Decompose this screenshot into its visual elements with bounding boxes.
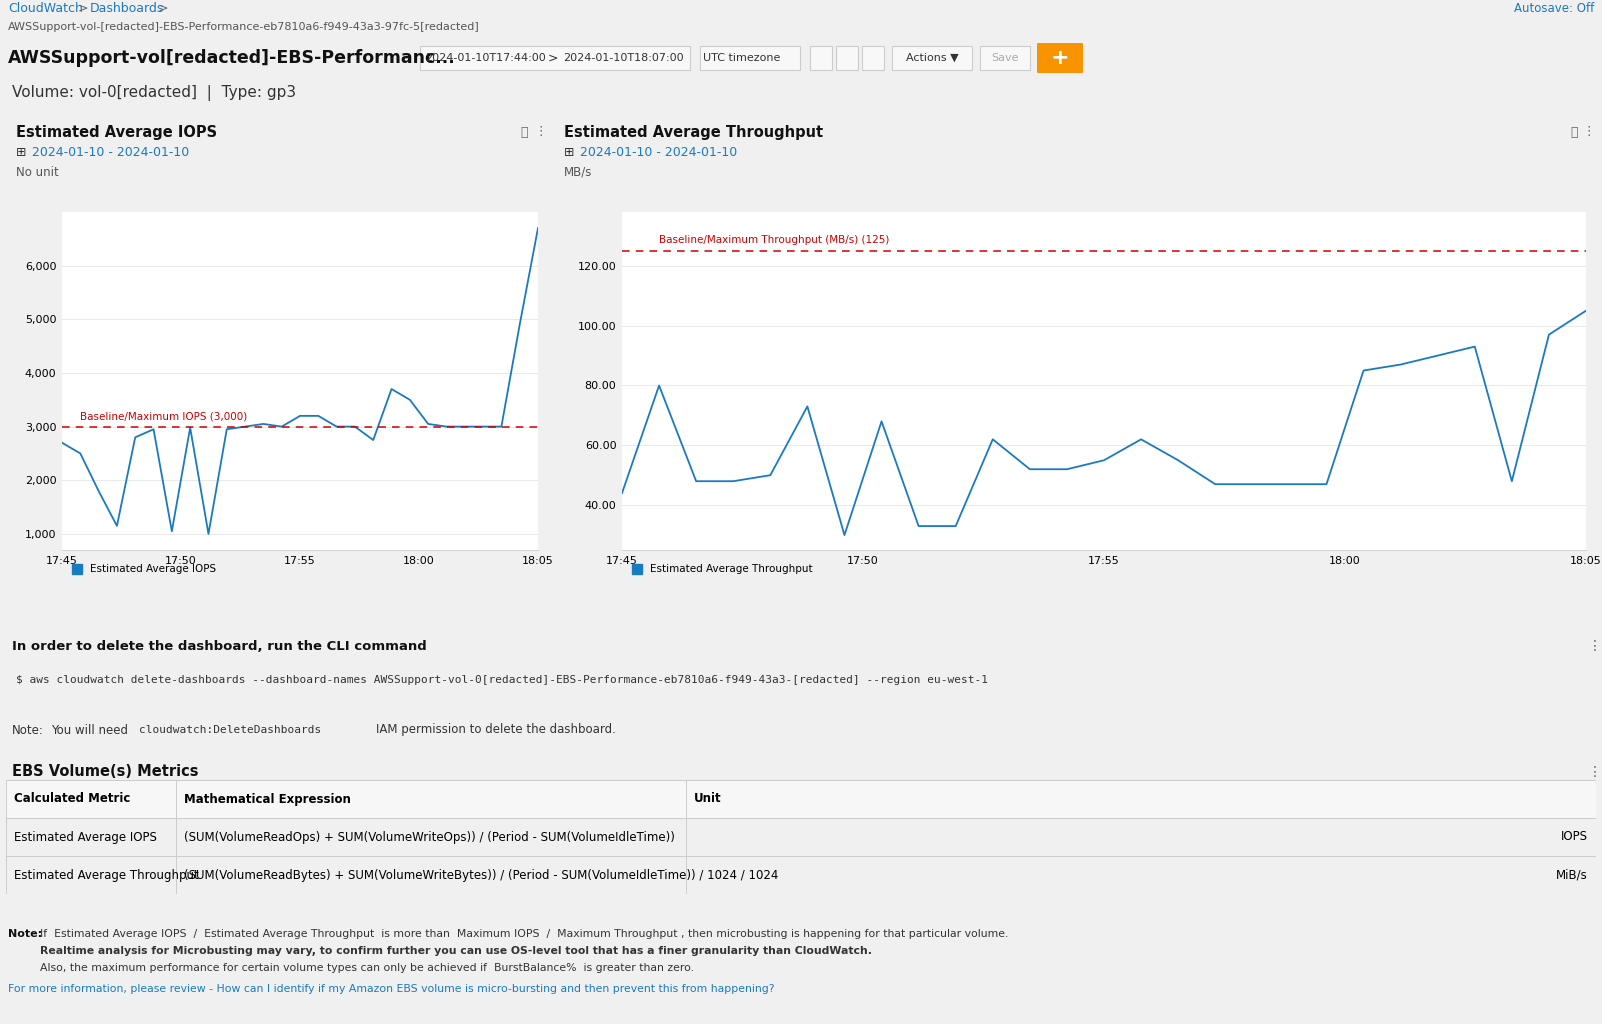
Text: Baseline/Maximum Throughput (MB/s) (125): Baseline/Maximum Throughput (MB/s) (125) xyxy=(658,236,889,246)
Text: In order to delete the dashboard, run the CLI command: In order to delete the dashboard, run th… xyxy=(11,640,426,652)
Text: (SUM(VolumeReadBytes) + SUM(VolumeWriteBytes)) / (Period - SUM(VolumeIdleTime)) : (SUM(VolumeReadBytes) + SUM(VolumeWriteB… xyxy=(184,868,779,882)
Text: Estimated Average IOPS: Estimated Average IOPS xyxy=(16,125,218,139)
Text: For more information, please review - How can I identify if my Amazon EBS volume: For more information, please review - Ho… xyxy=(8,984,774,994)
Text: ⓘ: ⓘ xyxy=(1570,126,1578,138)
Text: 2024-01-10 - 2024-01-10: 2024-01-10 - 2024-01-10 xyxy=(580,145,737,159)
Text: ⊞: ⊞ xyxy=(564,145,575,159)
Text: 2024-01-10T17:44:00: 2024-01-10T17:44:00 xyxy=(425,53,546,63)
Text: (SUM(VolumeReadOps) + SUM(VolumeWriteOps)) / (Period - SUM(VolumeIdleTime)): (SUM(VolumeReadOps) + SUM(VolumeWriteOps… xyxy=(184,830,674,844)
Legend: Estimated Average IOPS: Estimated Average IOPS xyxy=(67,560,221,579)
Text: AWSSupport-vol[redacted]-EBS-Performanc...: AWSSupport-vol[redacted]-EBS-Performanc.… xyxy=(8,49,455,67)
Text: No unit: No unit xyxy=(16,166,59,178)
Text: AWSSupport-vol-[redacted]-EBS-Performance-eb7810a6-f949-43a3-97fc-5[redacted]: AWSSupport-vol-[redacted]-EBS-Performanc… xyxy=(8,22,479,32)
Text: IOPS: IOPS xyxy=(1560,830,1588,844)
Text: Save: Save xyxy=(992,53,1019,63)
Text: Calculated Metric: Calculated Metric xyxy=(14,793,130,806)
Text: IAM permission to delete the dashboard.: IAM permission to delete the dashboard. xyxy=(376,724,615,736)
Bar xyxy=(811,46,831,70)
Text: Estimated Average Throughput: Estimated Average Throughput xyxy=(14,868,199,882)
Text: Actions ▼: Actions ▼ xyxy=(905,53,958,63)
Text: $ aws cloudwatch delete-dashboards --dashboard-names AWSSupport-vol-0[redacted]-: $ aws cloudwatch delete-dashboards --das… xyxy=(16,675,987,685)
Text: cloudwatch:DeleteDashboards: cloudwatch:DeleteDashboards xyxy=(139,725,322,735)
FancyBboxPatch shape xyxy=(1036,43,1083,73)
Text: ⋮: ⋮ xyxy=(1588,639,1602,653)
Text: ⋮: ⋮ xyxy=(1583,126,1594,138)
Text: ⋮: ⋮ xyxy=(1588,765,1602,779)
Text: Estimated Average Throughput: Estimated Average Throughput xyxy=(564,125,823,139)
Text: Dashboards: Dashboards xyxy=(90,1,165,14)
Text: Estimated Average IOPS: Estimated Average IOPS xyxy=(14,830,157,844)
Text: MiB/s: MiB/s xyxy=(1556,868,1588,882)
Text: ⓘ: ⓘ xyxy=(521,126,527,138)
Bar xyxy=(420,46,690,70)
Text: Note:: Note: xyxy=(11,724,43,736)
Text: Note:: Note: xyxy=(8,929,42,939)
Text: 2024-01-10T18:07:00: 2024-01-10T18:07:00 xyxy=(562,53,684,63)
Text: >: > xyxy=(548,51,559,65)
Bar xyxy=(980,46,1030,70)
Text: Baseline/Maximum IOPS (3,000): Baseline/Maximum IOPS (3,000) xyxy=(80,412,248,422)
Text: If  Estimated Average IOPS  /  Estimated Average Throughput  is more than  Maxim: If Estimated Average IOPS / Estimated Av… xyxy=(40,929,1016,939)
Text: ⋮: ⋮ xyxy=(533,126,546,138)
Text: MB/s: MB/s xyxy=(564,166,593,178)
Bar xyxy=(862,46,884,70)
Text: Autosave: Off: Autosave: Off xyxy=(1514,1,1594,14)
Text: Also, the maximum performance for certain volume types can only be achieved if  : Also, the maximum performance for certai… xyxy=(40,963,694,973)
Text: ⊞: ⊞ xyxy=(16,145,27,159)
Text: >: > xyxy=(159,1,168,14)
Text: You will need: You will need xyxy=(51,724,131,736)
Text: CloudWatch: CloudWatch xyxy=(8,1,83,14)
Text: Mathematical Expression: Mathematical Expression xyxy=(184,793,351,806)
Text: 2024-01-10 - 2024-01-10: 2024-01-10 - 2024-01-10 xyxy=(32,145,189,159)
Bar xyxy=(836,46,859,70)
Text: +: + xyxy=(1051,48,1069,68)
Bar xyxy=(892,46,972,70)
Legend: Estimated Average Throughput: Estimated Average Throughput xyxy=(628,560,817,579)
Text: Volume: vol-0[redacted]  |  Type: gp3: Volume: vol-0[redacted] | Type: gp3 xyxy=(11,85,296,101)
Bar xyxy=(700,46,799,70)
Text: Realtime analysis for Microbusting may vary, to confirm further you can use OS-l: Realtime analysis for Microbusting may v… xyxy=(40,946,871,956)
Text: >: > xyxy=(78,1,88,14)
Text: UTC timezone: UTC timezone xyxy=(703,53,780,63)
Bar xyxy=(6,780,1596,818)
Text: Unit: Unit xyxy=(694,793,721,806)
Text: EBS Volume(s) Metrics: EBS Volume(s) Metrics xyxy=(11,765,199,779)
